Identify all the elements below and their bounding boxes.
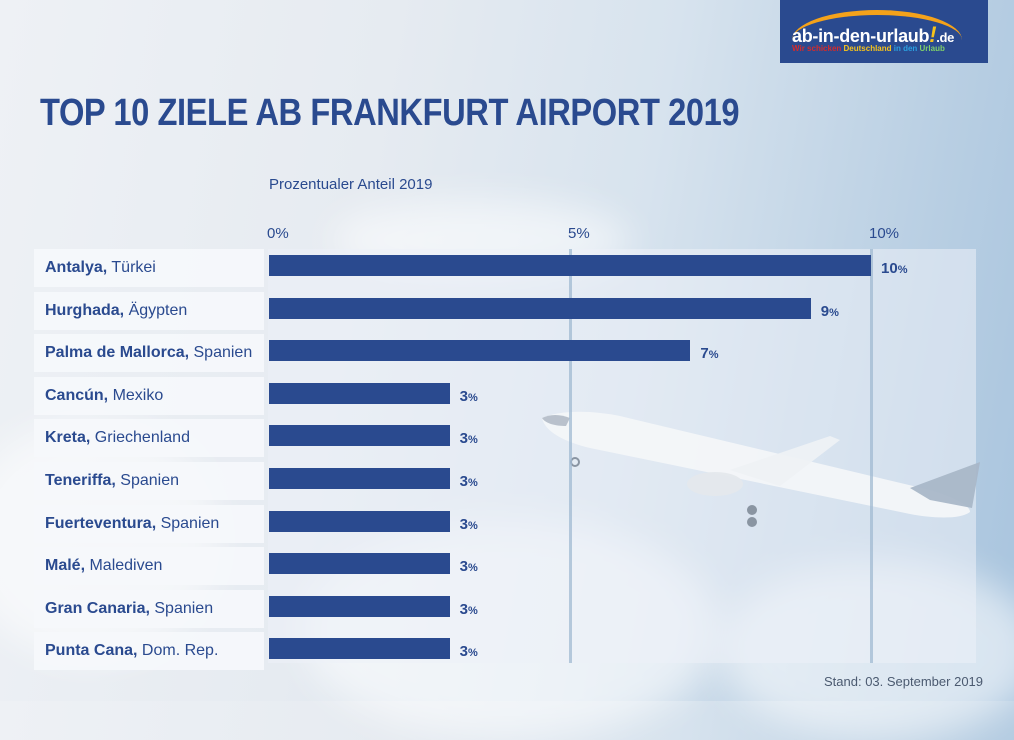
destination-country: Türkei: [107, 259, 156, 276]
category-label: Teneriffa, Spanien: [34, 462, 264, 500]
airplane-illustration: [542, 411, 980, 527]
bar-value-label: 3%: [460, 473, 478, 490]
bar-value: 3: [459, 473, 468, 490]
category-label: Palma de Mallorca, Spanien: [34, 334, 264, 373]
bar-value: 3: [459, 558, 468, 576]
bar-value: 3: [459, 643, 468, 661]
x-tick-label: 0%: [267, 225, 289, 242]
bar-unit: %: [897, 264, 908, 276]
logo-brand: ab-in-den-urlaub!.de: [792, 22, 955, 47]
logo-arc-icon: [792, 10, 962, 40]
bar-value-label: 3%: [460, 516, 478, 533]
destination-country: Spanien: [189, 344, 253, 362]
bar-unit: %: [467, 647, 478, 660]
logo-tagline: Wir schicken Deutschland in den Urlaub: [792, 44, 945, 53]
category-label: Cancún, Mexiko: [34, 376, 264, 415]
destination-country: Spanien: [149, 599, 214, 617]
x-tick-label: 10%: [869, 225, 900, 242]
destination-city: Gran Canaria,: [45, 599, 150, 617]
chart-title: TOP 10 ZIELE AB FRANKFURT AIRPORT 2019: [40, 92, 740, 134]
destination-city: Palma de Mallorca,: [45, 344, 190, 362]
axis-label: Prozentualer Anteil 2019: [269, 176, 433, 193]
destination-city: Teneriffa,: [45, 472, 116, 489]
bar-value-label: 3%: [460, 388, 478, 405]
bar-unit: %: [467, 562, 478, 575]
bar-value: 9: [820, 302, 830, 320]
destination-city: Malé,: [45, 557, 86, 575]
category-label: Gran Canaria, Spanien: [34, 589, 264, 628]
bar-value-label: 10%: [881, 260, 907, 277]
bar-unit: %: [467, 604, 478, 617]
bar-value-label: 3%: [460, 430, 478, 447]
destination-city: Kreta,: [45, 429, 91, 447]
bar-value: 10: [881, 260, 898, 277]
category-label: Kreta, Griechenland: [34, 419, 264, 458]
bar: [269, 340, 691, 362]
bar: [269, 595, 450, 617]
destination-city: Cancún,: [45, 386, 109, 404]
bar: [269, 255, 871, 276]
bar-unit: %: [467, 519, 478, 532]
category-label: Punta Cana, Dom. Rep.: [34, 632, 264, 671]
bar: [269, 638, 450, 660]
destination-country: Mexiko: [108, 386, 164, 404]
bar-value: 3: [459, 515, 468, 533]
brand-logo[interactable]: ab-in-den-urlaub!.de Wir schicken Deutsc…: [780, 0, 988, 63]
bar-unit: %: [829, 306, 839, 319]
bar: [269, 297, 811, 319]
gridline: [569, 249, 572, 663]
destination-country: Griechenland: [90, 429, 190, 447]
bar-value: 3: [459, 387, 468, 405]
category-label: Antalya, Türkei: [34, 249, 264, 287]
bar-value: 3: [459, 600, 468, 618]
bar-value-label: 3%: [460, 643, 478, 660]
x-tick-label: 5%: [568, 225, 590, 242]
bar: [269, 468, 450, 489]
bar: [269, 510, 450, 532]
destination-city: Fuerteventura,: [45, 514, 157, 532]
destination-country: Ägypten: [124, 301, 188, 319]
bar-unit: %: [467, 477, 478, 489]
data-date-note: Stand: 03. September 2019: [824, 674, 984, 689]
destination-country: Spanien: [156, 514, 220, 532]
bar-unit: %: [708, 349, 719, 362]
bar-unit: %: [467, 434, 478, 447]
bar: [269, 425, 450, 447]
bar-value-label: 3%: [460, 558, 478, 575]
bar: [269, 382, 450, 404]
destination-country: Malediven: [85, 557, 163, 575]
destination-country: Dom. Rep.: [137, 642, 219, 660]
destination-city: Punta Cana,: [45, 642, 138, 660]
destination-country: Spanien: [115, 472, 179, 489]
destination-city: Hurghada,: [45, 301, 125, 319]
bar-unit: %: [467, 391, 478, 404]
bar: [269, 553, 450, 575]
bar-value-label: 9%: [821, 303, 839, 320]
bar-value-label: 7%: [700, 345, 718, 362]
bar-value: 7: [700, 345, 709, 363]
category-label: Hurghada, Ägypten: [34, 291, 264, 330]
category-label: Fuerteventura, Spanien: [34, 504, 264, 543]
destination-city: Antalya,: [45, 259, 108, 276]
bar-value: 3: [459, 430, 468, 448]
gridline: [870, 249, 873, 663]
category-label: Malé, Malediven: [34, 547, 264, 586]
bar-value-label: 3%: [460, 601, 478, 618]
